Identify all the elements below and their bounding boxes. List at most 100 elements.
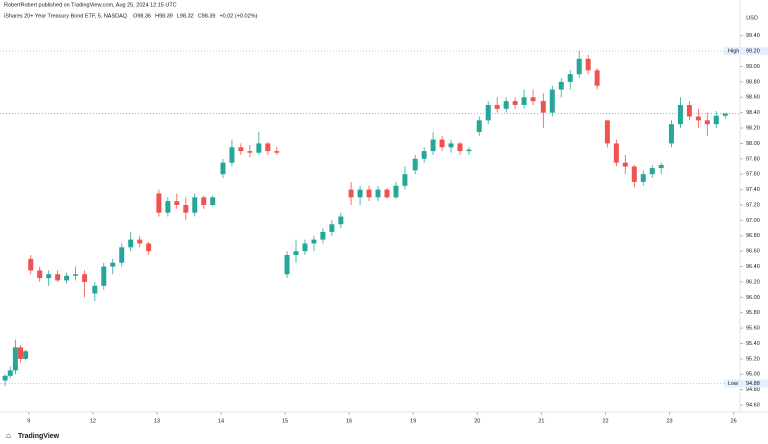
- publisher: RobertRobert published on TradingView.co…: [4, 2, 177, 8]
- candle-body: [46, 274, 52, 279]
- candle-body: [604, 120, 610, 144]
- candle-body: [265, 143, 271, 152]
- x-tick-label: 26: [731, 418, 737, 424]
- currency: USD: [746, 15, 758, 21]
- candle-body: [457, 143, 463, 152]
- candle-body: [302, 243, 308, 252]
- y-tick-label: 96.40: [746, 264, 760, 270]
- candle-body: [293, 251, 299, 256]
- candle-body: [695, 116, 701, 121]
- candle-body: [348, 189, 354, 198]
- candle-body: [128, 239, 134, 248]
- candle-body: [210, 197, 216, 205]
- candle-body: [530, 97, 536, 102]
- candle-body: [521, 97, 527, 105]
- candle-body: [183, 204, 189, 213]
- candle-body: [256, 143, 262, 153]
- low-label: Low: [728, 381, 738, 387]
- y-tick-label: 97.60: [746, 172, 760, 178]
- high-label: High: [728, 49, 739, 55]
- y-tick-label: 95.80: [746, 310, 760, 316]
- candle-body: [274, 151, 280, 153]
- candle-body: [28, 258, 34, 271]
- x-tick-label: 13: [154, 418, 160, 424]
- candle-body: [558, 81, 564, 90]
- high-badge: [724, 47, 768, 56]
- candle-body: [622, 162, 628, 167]
- candle-body: [421, 151, 427, 159]
- y-tick-label: 96.00: [746, 295, 760, 301]
- y-tick-label: 98.00: [746, 141, 760, 147]
- y-tick-label: 96.20: [746, 279, 760, 285]
- candle-body: [320, 231, 326, 240]
- candle-body: [485, 104, 491, 121]
- candle-body: [37, 270, 43, 279]
- candle-body: [64, 275, 70, 281]
- y-tick-label: 98.60: [746, 95, 760, 101]
- y-tick-label: 94.80: [746, 387, 760, 393]
- candle-body: [366, 189, 372, 198]
- candle-body: [73, 274, 79, 276]
- x-tick-label: 20: [474, 418, 480, 424]
- candle-body: [439, 139, 445, 148]
- candle-body: [402, 174, 408, 186]
- candle-body: [329, 224, 335, 232]
- candle-body: [375, 189, 381, 198]
- legend-value: H98.39: [155, 13, 173, 19]
- candle-body: [338, 216, 344, 225]
- candle-body: [640, 174, 646, 182]
- candle-body: [165, 201, 171, 213]
- x-tick-label: 9: [27, 418, 30, 424]
- x-tick-label: 15: [282, 418, 288, 424]
- candle-body: [146, 243, 152, 252]
- candle-body: [92, 285, 98, 294]
- candle-body: [494, 104, 500, 109]
- x-tick-label: 22: [602, 418, 608, 424]
- candle-body: [540, 101, 546, 113]
- legend-value: L98.32: [177, 13, 194, 19]
- candle-body: [247, 151, 253, 153]
- candle-body: [448, 143, 454, 148]
- candle-body: [549, 89, 555, 113]
- candle-body: [220, 162, 226, 175]
- candle-body: [357, 189, 363, 198]
- y-tick-label: 99.00: [746, 64, 760, 70]
- y-tick-label: 97.00: [746, 218, 760, 224]
- candle-body: [192, 197, 198, 213]
- x-tick-label: 12: [90, 418, 96, 424]
- y-tick-label: 97.40: [746, 187, 760, 193]
- candle-body: [101, 266, 107, 286]
- candle-body: [466, 149, 472, 152]
- candle-body: [393, 185, 399, 198]
- candle-body: [23, 351, 29, 359]
- candle-body: [174, 201, 180, 205]
- candle-body: [412, 158, 418, 171]
- y-tick-label: 95.40: [746, 341, 760, 347]
- candle-body: [649, 168, 655, 175]
- legend-value: C98.39: [198, 13, 216, 19]
- candle-body: [7, 370, 13, 376]
- y-tick-label: 94.60: [746, 403, 760, 409]
- y-tick-label: 95.20: [746, 356, 760, 362]
- candle-body: [137, 239, 143, 244]
- low-badge: [724, 379, 768, 388]
- y-tick-label: 96.60: [746, 249, 760, 255]
- candle-body: [18, 347, 24, 359]
- x-tick-label: 21: [538, 418, 544, 424]
- y-tick-label: 95.00: [746, 372, 760, 378]
- candle-body: [631, 166, 637, 182]
- candle-body: [119, 247, 125, 263]
- y-tick-label: 99.40: [746, 33, 760, 39]
- legend-title: iShares 20+ Year Treasury Bond ETF, 5, N…: [4, 13, 128, 19]
- candle-body: [668, 124, 674, 144]
- x-tick-label: 23: [666, 418, 672, 424]
- y-tick-label: 97.20: [746, 202, 760, 208]
- candle-body: [713, 115, 719, 125]
- candle-body: [384, 189, 390, 198]
- candle-body: [311, 239, 317, 244]
- candle-body: [55, 274, 61, 281]
- candle-body: [613, 143, 619, 163]
- y-tick-label: 98.20: [746, 125, 760, 131]
